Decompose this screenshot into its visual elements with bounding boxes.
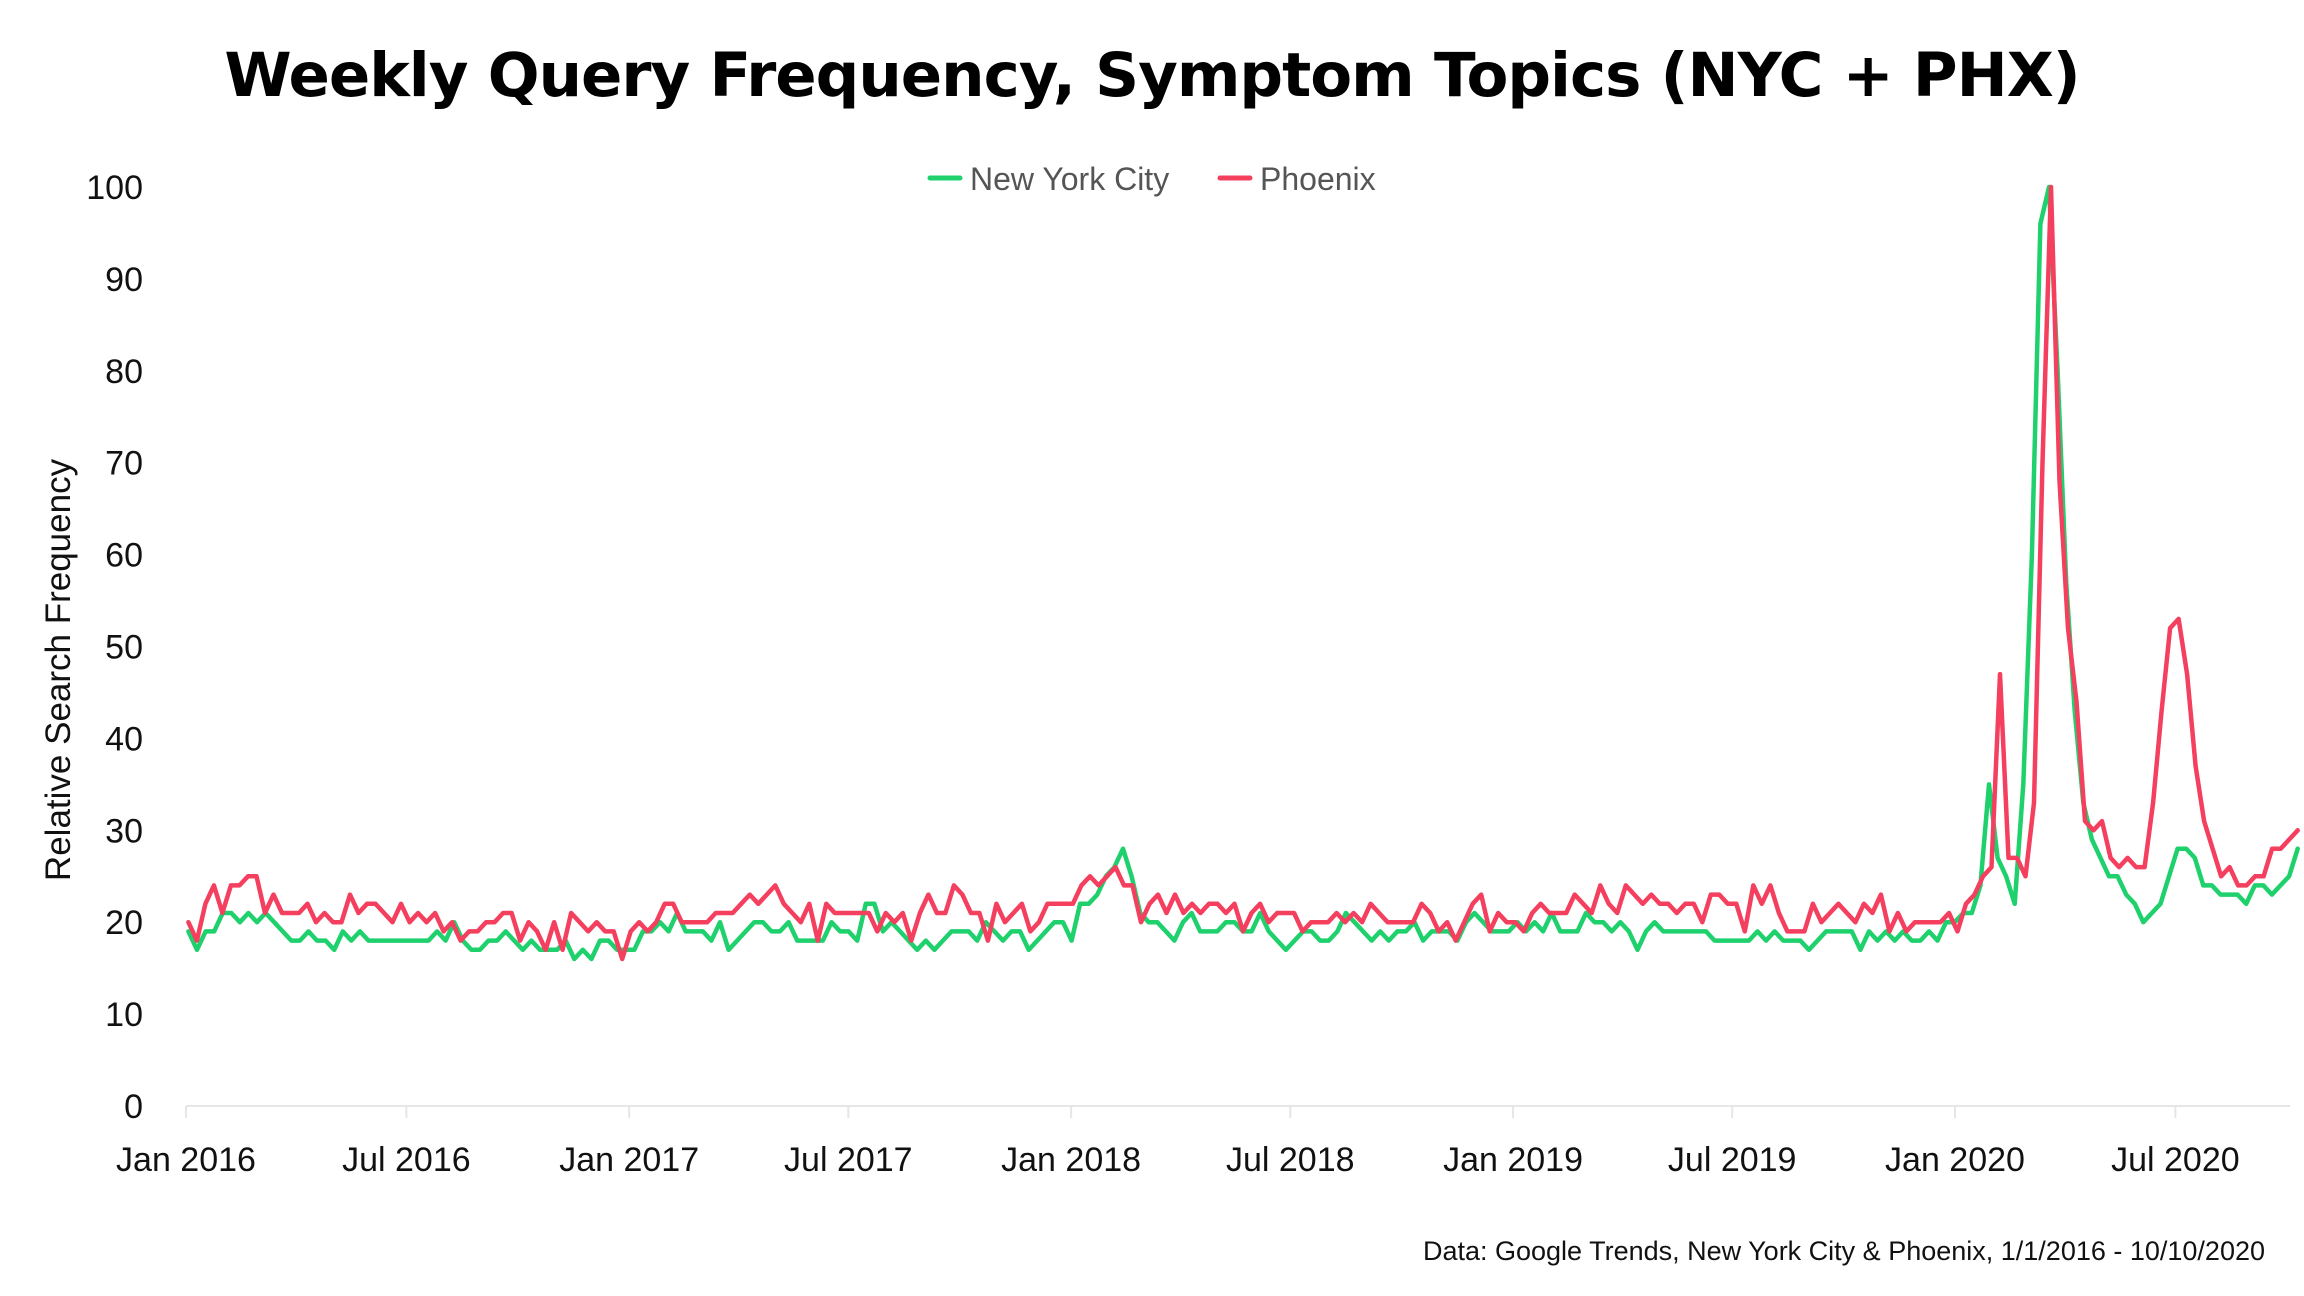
series-layer — [186, 184, 2300, 962]
y-tick-label: 40 — [105, 720, 143, 758]
x-tick-label: Jul 2020 — [2111, 1141, 2240, 1179]
x-tick-label: Jul 2019 — [1668, 1141, 1797, 1179]
y-tick-label: 80 — [105, 353, 143, 391]
x-tick-label: Jan 2018 — [1001, 1141, 1141, 1179]
y-tick-label: 60 — [105, 537, 143, 575]
series-line-new-york-city — [186, 184, 2300, 962]
y-tick-label: 50 — [105, 629, 143, 667]
x-tick-label: Jul 2016 — [342, 1141, 471, 1179]
y-tick-label: 20 — [105, 904, 143, 942]
y-axis-title: Relative Search Frequency — [39, 458, 78, 881]
series-line-phoenix — [186, 184, 2300, 962]
y-tick-label: 90 — [105, 261, 143, 299]
y-tick-label: 0 — [124, 1088, 143, 1126]
y-tick-label: 10 — [105, 996, 143, 1034]
x-tick-label: Jan 2019 — [1443, 1141, 1583, 1179]
legend-label: Phoenix — [1260, 161, 1376, 197]
source-note: Data: Google Trends, New York City & Pho… — [1422, 1236, 2265, 1266]
y-tick-label: 100 — [86, 169, 143, 207]
y-tick-label: 30 — [105, 812, 143, 850]
x-tick-label: Jul 2018 — [1226, 1141, 1355, 1179]
x-tick-label: Jan 2017 — [559, 1141, 699, 1179]
legend-label: New York City — [970, 161, 1169, 197]
x-tick-label: Jul 2017 — [784, 1141, 913, 1179]
chart-legend: New York City Phoenix — [927, 161, 1376, 197]
y-tick-label: 70 — [105, 445, 143, 483]
x-tick-label: Jan 2016 — [116, 1141, 256, 1179]
chart-title: Weekly Query Frequency, Symptom Topics (… — [224, 40, 2080, 111]
x-tick-label: Jan 2020 — [1885, 1141, 2025, 1179]
y-axis: 0 10 20 30 40 50 60 70 80 90 100 — [86, 169, 143, 1126]
x-axis: Jan 2016 Jul 2016 Jan 2017 Jul 2017 Jan 2018… — [116, 1105, 2290, 1179]
